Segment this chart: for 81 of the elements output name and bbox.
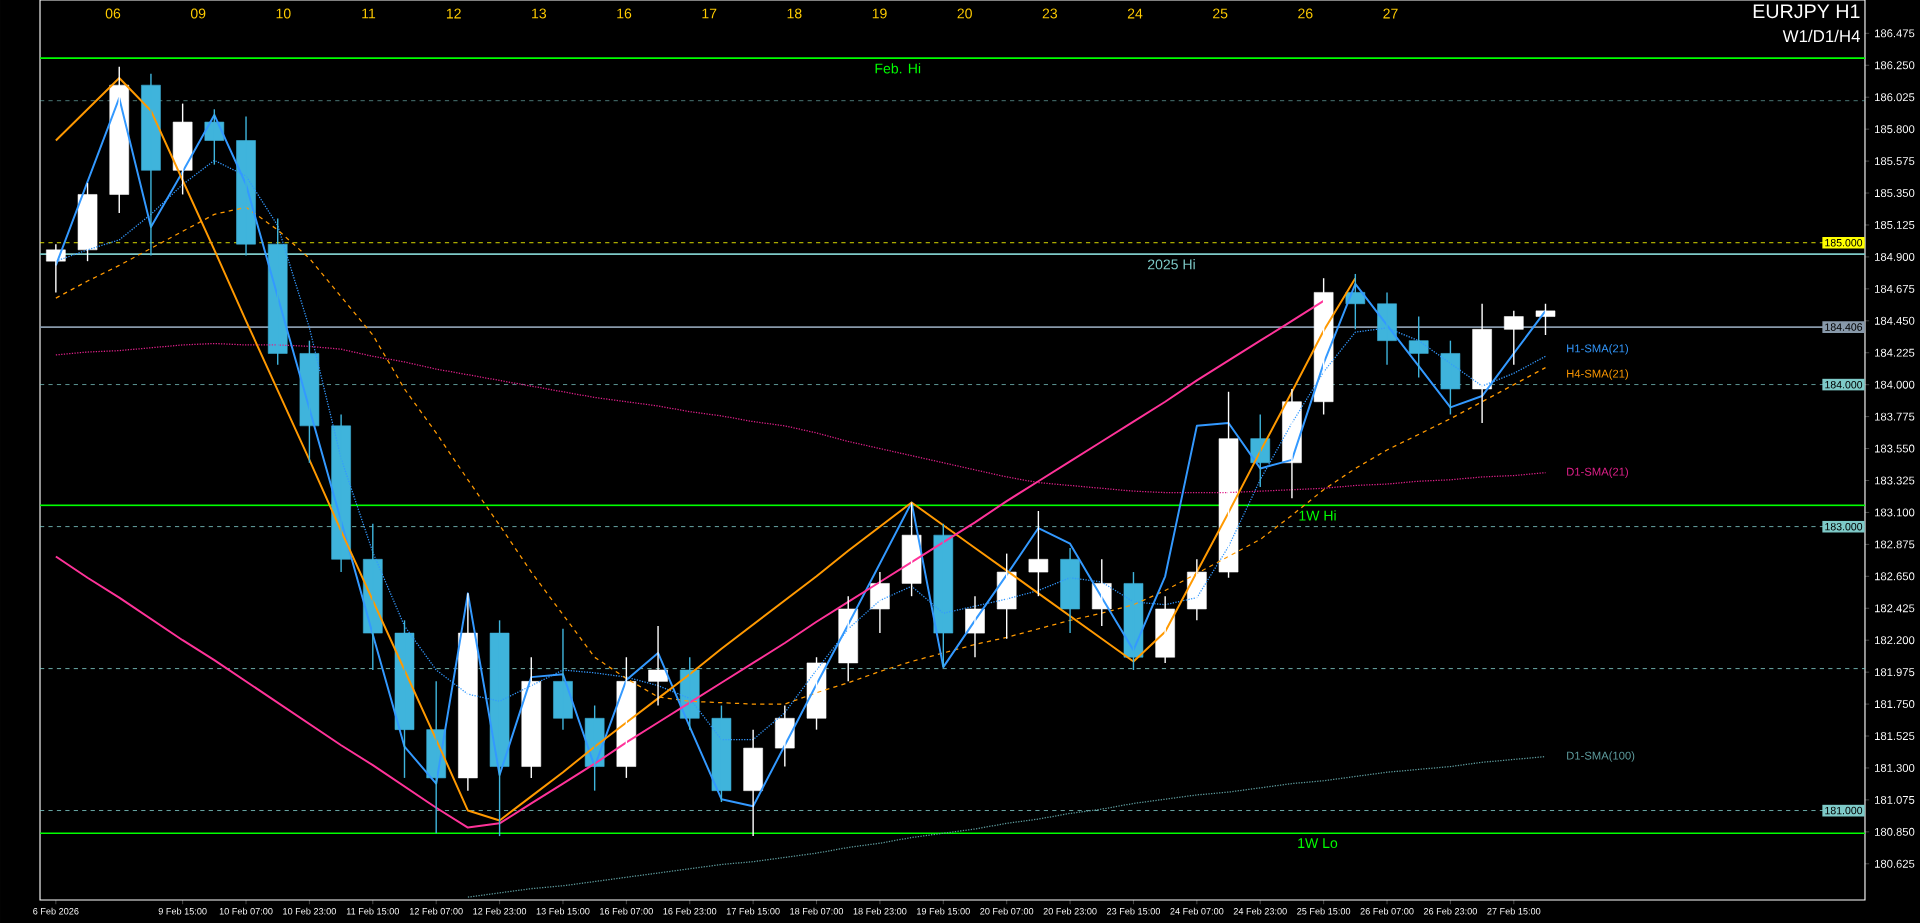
y-tick-label: 185.575	[1875, 157, 1915, 166]
y-tick-label: 184.225	[1875, 348, 1915, 357]
series-label: H4-SMA(21)	[1567, 369, 1628, 380]
y-tick-label: 180.850	[1875, 827, 1915, 836]
y-tick-label: 182.875	[1875, 540, 1915, 549]
annotation: 16	[617, 8, 632, 19]
annotation: 23	[1042, 8, 1058, 19]
x-tick-label: 9 Feb 15:00	[158, 907, 207, 915]
y-tick-label: 184.000	[1875, 380, 1915, 389]
annotation: 06	[105, 8, 121, 19]
y-tick-label: 186.250	[1875, 61, 1915, 70]
y-tick-label: 183.100	[1875, 508, 1915, 517]
y-tick-label: 184.450	[1875, 316, 1915, 325]
y-tick-label: 186.475	[1875, 29, 1915, 38]
x-tick-label: 18 Feb 07:00	[790, 907, 844, 915]
ref-line-label: Feb. Hi	[875, 63, 921, 74]
y-tick-label: 182.650	[1875, 572, 1915, 581]
text: W1/D1/H4	[1782, 29, 1860, 43]
y-tick-label: 183.775	[1875, 412, 1915, 421]
annotation: 12	[446, 8, 461, 19]
annotation: 09	[190, 8, 206, 19]
annotation: 26	[1298, 8, 1313, 19]
ref-line-label: 184.000	[1825, 380, 1863, 389]
x-tick-label: 17 Feb 15:00	[726, 907, 780, 915]
annotation: 25	[1213, 8, 1228, 19]
annotation: 24	[1127, 8, 1143, 19]
y-tick-label: 181.075	[1875, 795, 1915, 804]
y-tick-label: 181.750	[1875, 700, 1915, 709]
x-tick-label: 27 Feb 15:00	[1487, 907, 1541, 915]
ref-line-label: 2025 Hi	[1147, 259, 1195, 270]
x-tick-label: 6 Feb 2026	[33, 907, 79, 915]
annotation: 27	[1383, 8, 1398, 19]
annotation: 18	[787, 8, 802, 19]
x-tick-label: 20 Feb 23:00	[1043, 907, 1097, 915]
y-tick-label: 181.975	[1875, 668, 1915, 677]
ref-line-label: 181.000	[1825, 806, 1863, 815]
annotation: 10	[276, 8, 291, 19]
x-tick-label: 23 Feb 15:00	[1107, 907, 1161, 915]
annotation: 19	[872, 8, 887, 19]
y-tick-label: 183.325	[1875, 476, 1915, 485]
annotation: 11	[362, 8, 376, 19]
x-tick-label: 10 Feb 07:00	[219, 907, 273, 915]
ref-line-label: 1W Lo	[1298, 838, 1338, 849]
y-tick-label: 180.625	[1875, 859, 1915, 868]
y-tick-label: 185.800	[1875, 125, 1915, 134]
x-tick-label: 16 Feb 23:00	[663, 907, 717, 915]
x-tick-label: 12 Feb 07:00	[409, 907, 463, 915]
y-tick-label: 186.025	[1875, 93, 1915, 102]
ref-line-label: 185.000	[1825, 238, 1863, 247]
text: EURJPY H1	[1753, 4, 1860, 19]
x-tick-label: 12 Feb 23:00	[473, 907, 527, 915]
x-tick-label: 24 Feb 07:00	[1170, 907, 1224, 915]
y-tick-label: 184.675	[1875, 284, 1915, 293]
y-tick-label: 185.125	[1875, 221, 1915, 229]
y-tick-label: 181.525	[1875, 732, 1915, 741]
ref-line-label: 183.000	[1825, 522, 1863, 531]
x-tick-label: 13 Feb 15:00	[536, 907, 590, 915]
annotation: 17	[702, 8, 717, 19]
ref-line-label: 184.406	[1825, 323, 1863, 331]
y-tick-label: 185.350	[1875, 189, 1915, 198]
x-tick-label: 19 Feb 15:00	[917, 907, 970, 915]
y-tick-label: 182.200	[1875, 636, 1915, 645]
x-tick-label: 16 Feb 07:00	[600, 907, 653, 915]
y-tick-label: 183.550	[1875, 444, 1915, 453]
x-tick-label: 24 Feb 23:00	[1233, 907, 1287, 915]
annotation: 20	[957, 8, 972, 19]
y-tick-label: 181.300	[1875, 763, 1915, 772]
series-label: D1-SMA(21)	[1567, 467, 1628, 478]
y-tick-label: 184.900	[1875, 252, 1915, 261]
x-tick-label: 25 Feb 15:00	[1297, 907, 1351, 915]
series-label: D1-SMA(100)	[1567, 751, 1635, 762]
x-tick-label: 18 Feb 23:00	[853, 907, 907, 915]
annotation: 13	[532, 8, 547, 19]
x-tick-label: 20 Feb 07:00	[980, 907, 1034, 915]
x-tick-label: 11 Feb 15:00	[346, 907, 400, 915]
y-tick-label: 182.425	[1875, 604, 1915, 613]
ref-line-label: 1W Hi	[1299, 510, 1336, 521]
series-label: H1-SMA(21)	[1567, 344, 1628, 355]
x-tick-label: 26 Feb 07:00	[1360, 907, 1414, 915]
x-tick-label: 26 Feb 23:00	[1423, 907, 1477, 915]
x-tick-label: 10 Feb 23:00	[283, 907, 336, 915]
